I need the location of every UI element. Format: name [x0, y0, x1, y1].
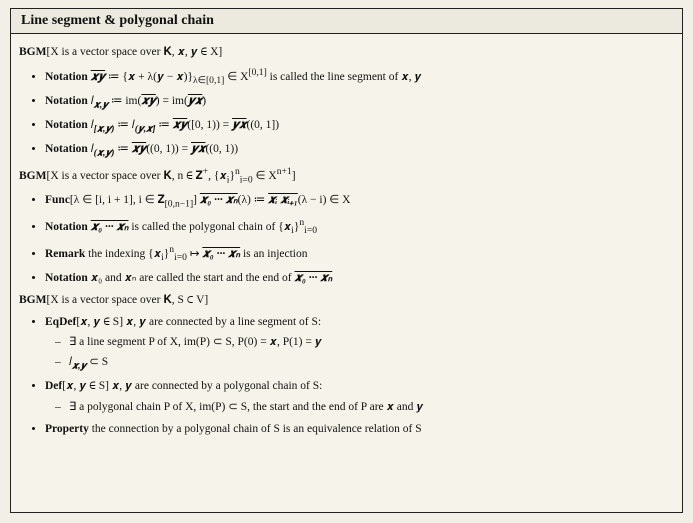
list-item: EqDef[𝒙, 𝒚 ∈ S] 𝒙, 𝒚 are connected by a …: [45, 314, 674, 374]
panel-title: Line segment & polygonal chain: [11, 9, 682, 34]
sub: i=0: [174, 252, 187, 263]
overline: 𝒙₀ ··· 𝒙ₙ: [202, 248, 240, 260]
keyword: Notation: [45, 221, 88, 233]
overline: 𝒚𝒙: [191, 143, 205, 155]
text: (λ) ≔: [238, 194, 269, 206]
text: ): [202, 95, 206, 107]
bgm-label: BGM: [19, 46, 46, 58]
bgm2-list: Func[λ ∈ [i, i + 1], i ∈ 𝐙[0,n−1]] 𝒙₀ ··…: [19, 192, 674, 287]
bgm-heading-2: BGM[X is a vector space over 𝐊, n ∈ 𝐙+, …: [19, 165, 674, 187]
keyword: Def: [45, 380, 62, 392]
sub: [𝒙,𝒚): [94, 123, 115, 134]
bgm-body: [X is a vector space over 𝐊, S ⊂ V]: [46, 294, 208, 306]
overline: 𝒙𝒚: [173, 119, 187, 131]
text: is called the line segment of 𝒙, 𝒚: [267, 71, 422, 83]
keyword: Notation: [45, 95, 88, 107]
sub: 𝒙,𝒚: [94, 99, 108, 110]
list-item: Func[λ ∈ [i, i + 1], i ∈ 𝐙[0,n−1]] 𝒙₀ ··…: [45, 192, 674, 211]
bgm-heading-3: BGM[X is a vector space over 𝐊, S ⊂ V]: [19, 292, 674, 309]
sub: (𝒙,𝒚): [94, 147, 115, 158]
text: ([0, 1)) =: [187, 119, 232, 131]
text: [λ ∈ [i, i + 1], i ∈ 𝐙: [70, 194, 165, 206]
text: ]: [193, 194, 200, 206]
overline: 𝒙₀ ··· 𝒙ₙ: [294, 272, 332, 284]
text: ((0, 1)) =: [146, 143, 191, 155]
overline: 𝒙₀ ··· 𝒙ₙ: [91, 221, 129, 233]
text: (λ − i) ∈ X: [298, 194, 351, 206]
list-item: Notation 𝒙₀ ··· 𝒙ₙ is called the polygon…: [45, 216, 674, 238]
keyword: Func: [45, 194, 70, 206]
sub: [0,n−1]: [165, 198, 194, 209]
keyword: Notation: [45, 119, 88, 131]
text: ≔ {𝒙 + λ(𝒚 − 𝒙)}: [105, 71, 193, 83]
list-item: Property the connection by a polygonal c…: [45, 421, 674, 438]
list-item: Remark the indexing {𝒙i}ni=0 ↦ 𝒙₀ ··· 𝒙ₙ…: [45, 243, 674, 265]
bgm-label: BGM: [19, 294, 46, 306]
definition-panel: { "title": "Line segment & polygonal cha…: [10, 8, 683, 513]
sub: i=0: [304, 225, 317, 236]
sub: λ∈[0,1]: [193, 75, 224, 86]
panel-content: BGM[X is a vector space over 𝐊, 𝒙, 𝒚 ∈ X…: [11, 34, 682, 448]
keyword: EqDef: [45, 316, 76, 328]
sub-item: ∃ a line segment P of X, im(P) ⊂ S, P(0)…: [69, 334, 674, 351]
bgm-heading-1: BGM[X is a vector space over 𝐊, 𝒙, 𝒚 ∈ X…: [19, 44, 674, 61]
overline: 𝒚𝒙: [232, 119, 246, 131]
list-item: Def[𝒙, 𝒚 ∈ S] 𝒙, 𝒚 are connected by a po…: [45, 378, 674, 415]
overline: 𝒙𝒚: [91, 71, 105, 83]
sublist: ∃ a line segment P of X, im(P) ⊂ S, P(0)…: [45, 334, 674, 373]
text: ∈ X: [224, 71, 248, 83]
bgm-body: [X is a vector space over 𝐊, 𝒙, 𝒚 ∈ X]: [46, 46, 222, 58]
text: ≔ im(: [108, 95, 141, 107]
text: ≔ 𝑙: [114, 119, 134, 131]
sub: (𝒚,𝒙]: [135, 123, 156, 134]
text: the connection by a polygonal chain of S…: [89, 423, 422, 435]
text: ) = im(: [156, 95, 188, 107]
list-item: Notation 𝑙[𝒙,𝒚) ≔ 𝑙(𝒚,𝒙] ≔ 𝒙𝒚([0, 1)) = …: [45, 117, 674, 136]
text: is called the polygonal chain of {𝒙: [128, 221, 291, 233]
overline: 𝒙₀ ··· 𝒙ₙ: [200, 194, 238, 206]
text: ((0, 1]): [247, 119, 280, 131]
bgm-label: BGM: [19, 170, 46, 182]
text: ≔: [156, 119, 173, 131]
text: ≔: [114, 143, 131, 155]
text: ↦: [187, 248, 202, 260]
sub-item: ∃ a polygonal chain P of X, im(P) ⊂ S, t…: [69, 399, 674, 416]
keyword: Remark: [45, 248, 85, 260]
overline: 𝒚𝒙: [188, 95, 202, 107]
text: ((0, 1)): [205, 143, 238, 155]
list-item: Notation 𝑙𝒙,𝒚 ≔ im(𝒙𝒚) = im(𝒚𝒙): [45, 93, 674, 112]
sub-item: 𝑙𝒙,𝒚 ⊂ S: [69, 354, 674, 373]
sublist: ∃ a polygonal chain P of X, im(P) ⊂ S, t…: [45, 399, 674, 416]
bgm-body: [X is a vector space over 𝐊, n ∈ 𝐙+, {𝒙i…: [46, 170, 295, 182]
text: [𝒙, 𝒚 ∈ S] 𝒙, 𝒚 are connected by a line …: [76, 316, 321, 328]
overline: 𝒙ᵢ 𝒙ᵢ₊₁: [268, 194, 298, 206]
list-item: Notation 𝒙₀ and 𝒙ₙ are called the start …: [45, 270, 674, 287]
keyword: Notation: [45, 272, 88, 284]
overline: 𝒙𝒚: [132, 143, 146, 155]
text: is an injection: [240, 248, 307, 260]
keyword: Notation: [45, 143, 88, 155]
keyword: Property: [45, 423, 89, 435]
list-item: Notation 𝒙𝒚 ≔ {𝒙 + λ(𝒚 − 𝒙)}λ∈[0,1] ∈ X[…: [45, 66, 674, 88]
list-item: Notation 𝑙(𝒙,𝒚) ≔ 𝒙𝒚((0, 1)) = 𝒚𝒙((0, 1)…: [45, 141, 674, 160]
text: 𝒙₀ and 𝒙ₙ are called the start and the e…: [88, 272, 295, 284]
sup: [0,1]: [248, 67, 266, 78]
bgm3-list: EqDef[𝒙, 𝒚 ∈ S] 𝒙, 𝒚 are connected by a …: [19, 314, 674, 438]
text: the indexing {𝒙: [85, 248, 161, 260]
bgm1-list: Notation 𝒙𝒚 ≔ {𝒙 + λ(𝒚 − 𝒙)}λ∈[0,1] ∈ X[…: [19, 66, 674, 161]
keyword: Notation: [45, 71, 88, 83]
overline: 𝒙𝒚: [141, 95, 155, 107]
text: [𝒙, 𝒚 ∈ S] 𝒙, 𝒚 are connected by a polyg…: [62, 380, 322, 392]
